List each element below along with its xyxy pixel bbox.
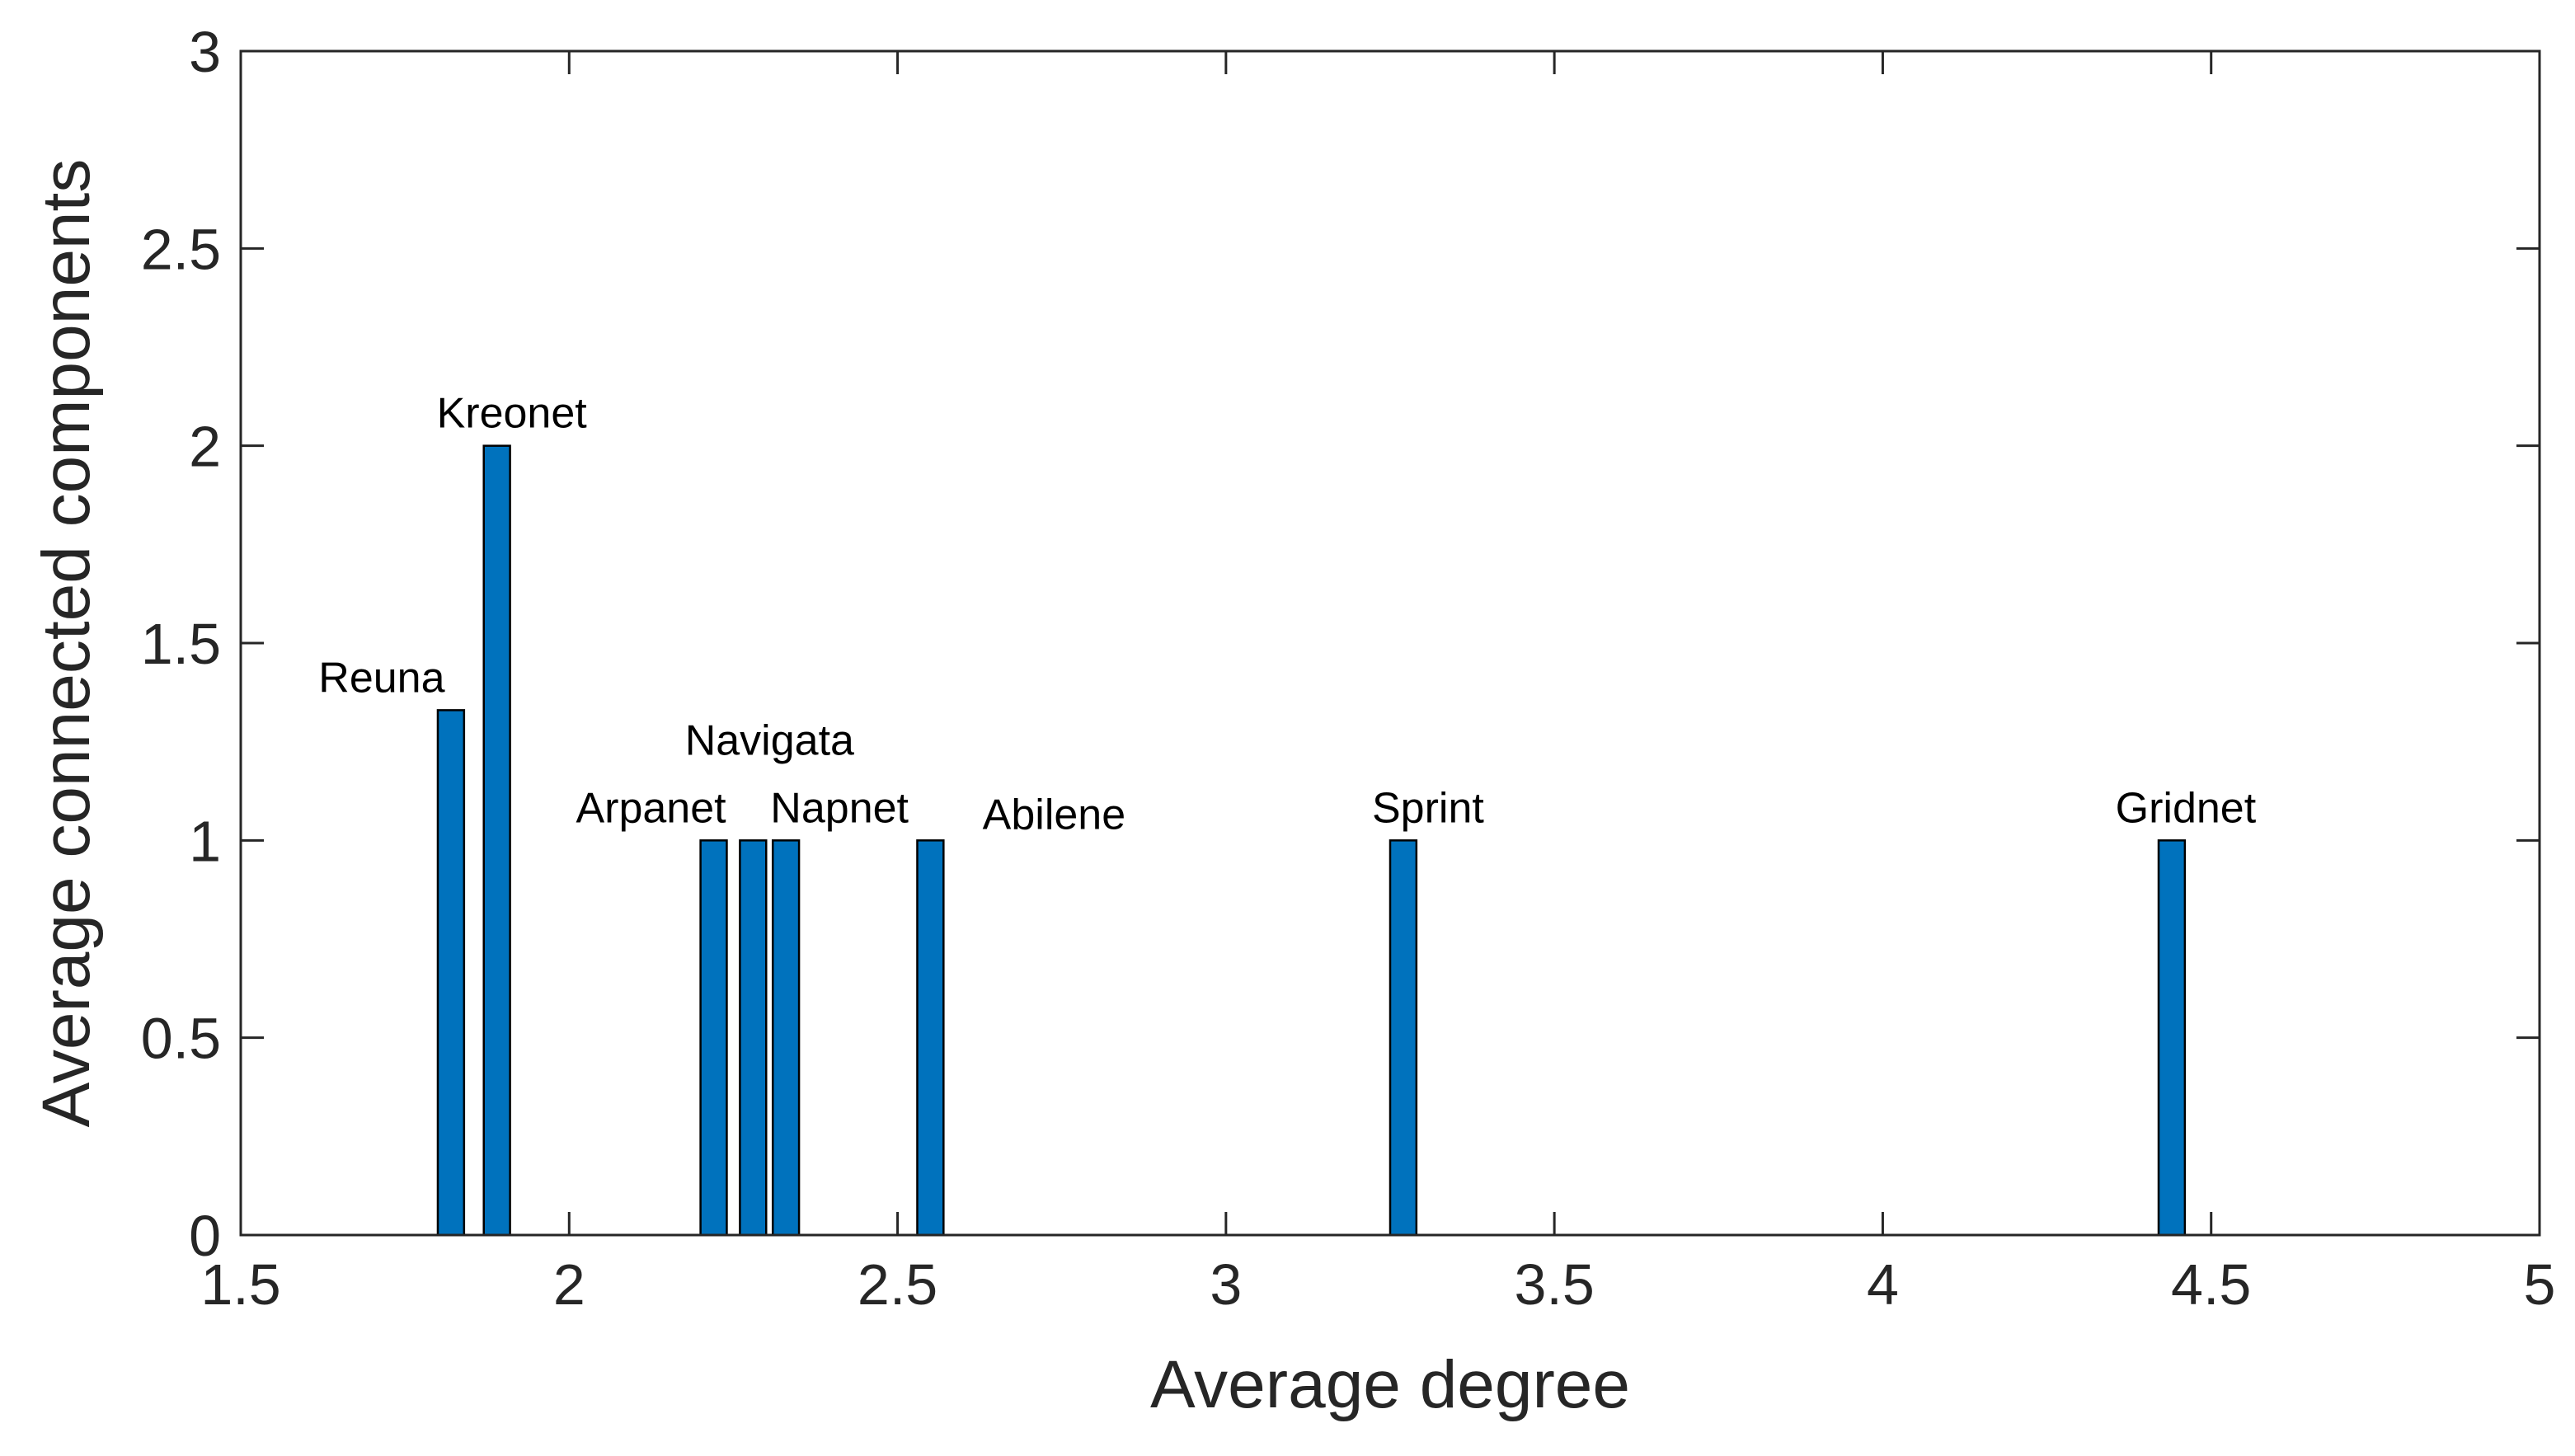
bar-label-gridnet: Gridnet [2116, 784, 2257, 832]
bar-abilene [916, 839, 945, 1237]
x-tick-label: 4.5 [2171, 1252, 2251, 1317]
y-tick-label: 0.5 [141, 1007, 221, 1071]
plot-frame [239, 49, 2541, 1237]
y-tick-label: 1 [189, 809, 221, 873]
bar-label-navigata: Navigata [685, 716, 854, 764]
y-tick-label: 2 [189, 415, 221, 479]
y-tick-label: 1.5 [141, 612, 221, 676]
x-axis-label: Average degree [1150, 1347, 1630, 1422]
x-tick-label: 4 [1867, 1252, 1899, 1317]
y-tick-label: 0 [189, 1204, 221, 1268]
bar-label-napnet: Napnet [770, 784, 909, 832]
x-tick-label: 5 [2524, 1252, 2556, 1317]
bar-gridnet [2157, 839, 2187, 1237]
bar-label-arpanet: Arpanet [576, 784, 726, 832]
y-tick-labels: 0 0.5 1 1.5 2 2.5 3 [141, 20, 221, 1268]
y-tick-label: 2.5 [141, 217, 221, 281]
bar-label-abilene: Abilene [983, 791, 1125, 838]
bar-label-kreonet: Kreonet [437, 390, 588, 438]
x-tick-label: 3.5 [1514, 1252, 1594, 1317]
x-tick-label: 1.5 [200, 1252, 280, 1317]
x-tick-labels: 1.5 2 2.5 3 3.5 4 4.5 5 [200, 1252, 2555, 1317]
bar-labels: Reuna Kreonet Arpanet Navigata Napnet Abilene… [318, 390, 2256, 839]
x-tick-label: 2.5 [858, 1252, 937, 1317]
x-tick-label: 3 [1210, 1252, 1242, 1317]
bars [436, 444, 2187, 1237]
x-tick-label: 2 [553, 1252, 585, 1317]
bar-arpanet [699, 839, 728, 1237]
bar-reuna [436, 709, 466, 1237]
y-axis-label: Average connected components [29, 159, 104, 1128]
y-tick-label: 3 [189, 20, 221, 84]
bar-label-sprint: Sprint [1372, 784, 1484, 832]
bar-label-reuna: Reuna [318, 654, 444, 702]
bar-napnet [771, 839, 801, 1237]
bar-navigata [739, 839, 768, 1237]
bar-kreonet [482, 444, 511, 1237]
bar-sprint [1389, 839, 1418, 1237]
